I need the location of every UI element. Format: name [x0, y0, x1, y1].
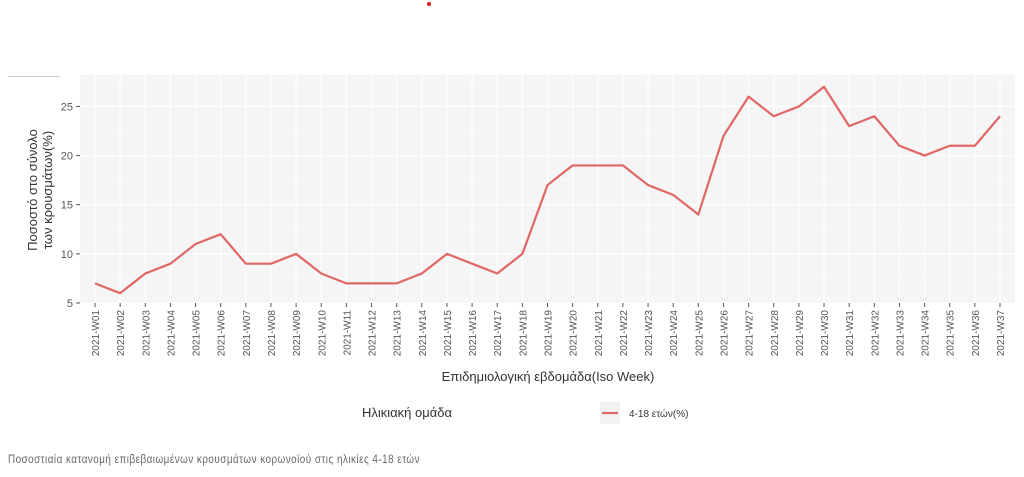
tick-label-x: 2021-W36	[971, 310, 982, 357]
y-axis-label-line1: Ποσοστό στο σύνολο	[25, 129, 40, 251]
tick-label-x: 2021-W12	[368, 310, 379, 357]
tick-label-x: 2021-W31	[845, 310, 856, 357]
chart-caption: Ποσοστιαία κατανομή επιβεβαιωμένων κρουσ…	[8, 452, 421, 466]
tick-label-y: 25	[61, 101, 73, 113]
tick-label-x: 2021-W29	[795, 310, 806, 357]
tick-label-y: 5	[67, 298, 73, 310]
tick-label-x: 2021-W32	[870, 310, 881, 357]
tick-label-x: 2021-W20	[569, 310, 580, 357]
tick-label-x: 2021-W10	[317, 310, 328, 357]
tick-label-x: 2021-W23	[644, 310, 655, 357]
legend-label: 4-18 ετών(%)	[629, 408, 688, 420]
tick-label-x: 2021-W25	[694, 310, 705, 357]
tick-label-x: 2021-W03	[141, 310, 152, 357]
tick-label-y: 20	[61, 151, 73, 163]
tick-label-x: 2021-W27	[745, 310, 756, 357]
red-dot-marker	[427, 2, 431, 6]
tick-label-x: 2021-W11	[342, 310, 353, 356]
y-axis-label-line2: των κρουσμάτων(%)	[40, 131, 55, 249]
tick-label-x: 2021-W02	[116, 310, 127, 357]
tick-label-x: 2021-W06	[217, 310, 228, 357]
tick-label-x: 2021-W15	[443, 310, 454, 357]
tick-label-x: 2021-W26	[719, 310, 730, 357]
tick-label-x: 2021-W14	[418, 310, 429, 357]
tick-label-x: 2021-W35	[946, 310, 957, 357]
tick-label-x: 2021-W16	[468, 310, 479, 357]
tick-label-x: 2021-W08	[267, 310, 278, 357]
tick-label-x: 2021-W21	[594, 310, 605, 357]
tick-label-y: 10	[61, 249, 73, 261]
tick-label-x: 2021-W30	[820, 310, 831, 357]
tick-label-x: 2021-W34	[921, 310, 932, 357]
tick-label-x: 2021-W37	[996, 310, 1007, 357]
tick-label-x: 2021-W05	[192, 310, 203, 357]
tick-label-y: 15	[61, 200, 73, 212]
tick-label-x: 2021-W33	[895, 310, 906, 357]
tick-label-x: 2021-W17	[493, 310, 504, 357]
tick-label-x: 2021-W28	[770, 310, 781, 357]
line-chart: 5 10 15 20 25 2021-W01 2021-W02 2021-W03 2021-W0…	[25, 85, 1007, 424]
tick-label-x: 2021-W13	[393, 310, 404, 357]
tick-label-x: 2021-W09	[292, 310, 303, 357]
blank-control[interactable]	[8, 60, 60, 77]
x-axis-label: Επιδημιολογική εβδομάδα(Iso Week)	[442, 369, 655, 384]
tick-label-x: 2021-W19	[544, 310, 555, 357]
tick-label-x: 2021-W24	[669, 310, 680, 357]
tick-label-x: 2021-W04	[166, 310, 177, 357]
tick-label-x: 2021-W18	[518, 310, 529, 357]
tick-label-x: 2021-W07	[242, 310, 253, 357]
tick-label-x: 2021-W22	[619, 310, 630, 357]
legend-title: Ηλικιακή ομάδα	[362, 405, 452, 420]
tick-label-x: 2021-W01	[91, 310, 102, 357]
